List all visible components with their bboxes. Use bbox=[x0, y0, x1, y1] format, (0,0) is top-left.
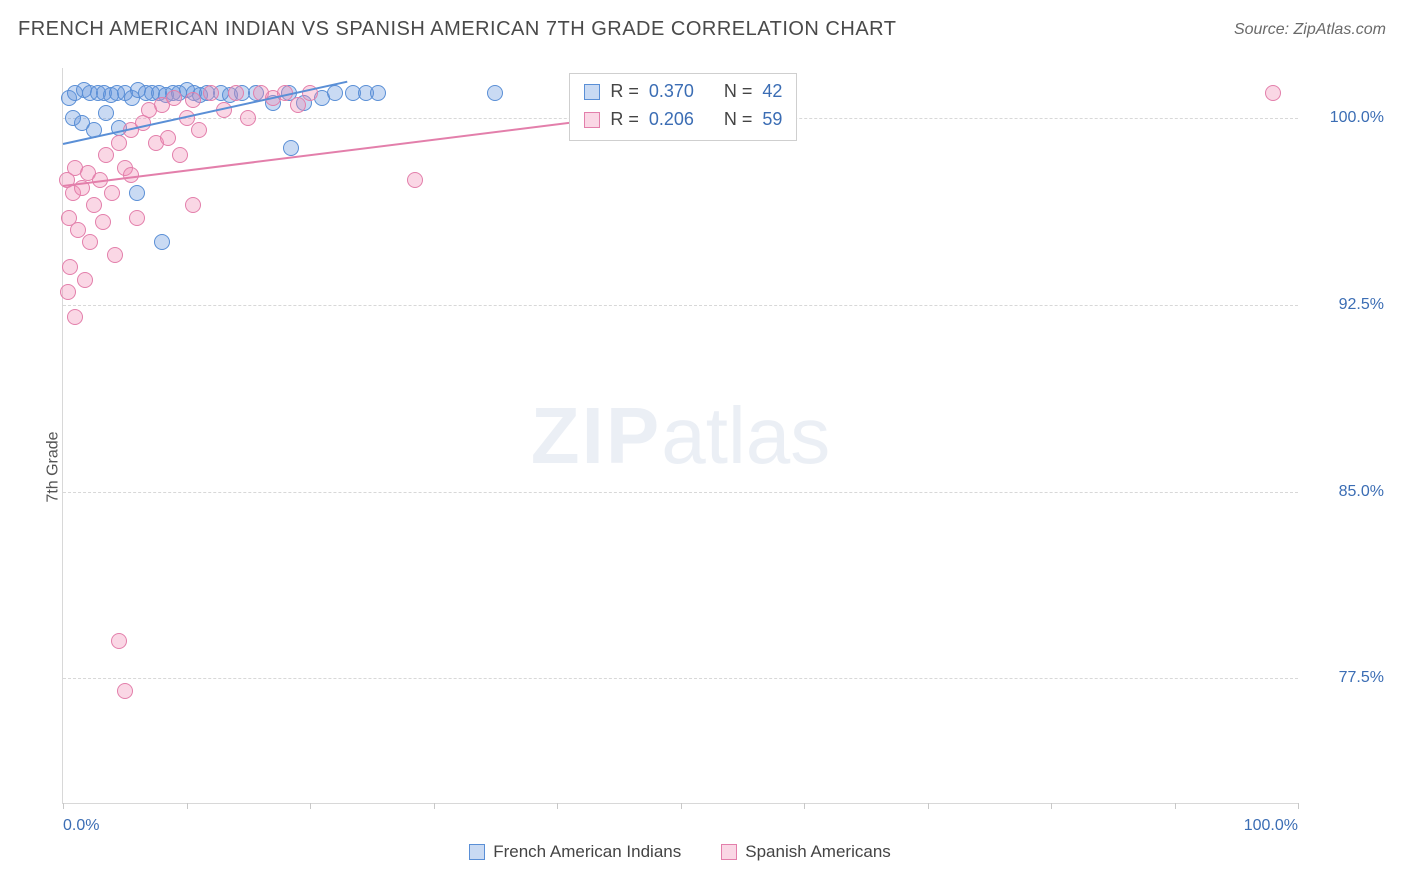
stats-row: R = 0.206 N = 59 bbox=[584, 106, 782, 134]
y-tick-label: 92.5% bbox=[1304, 296, 1384, 314]
legend-swatch-a bbox=[469, 844, 485, 860]
x-tick-label: 100.0% bbox=[1244, 817, 1298, 835]
data-point bbox=[60, 284, 76, 300]
legend: French American Indians Spanish American… bbox=[62, 842, 1298, 862]
data-point bbox=[172, 147, 188, 163]
x-tick bbox=[63, 803, 64, 809]
data-point bbox=[154, 234, 170, 250]
chart-title: FRENCH AMERICAN INDIAN VS SPANISH AMERIC… bbox=[18, 18, 896, 41]
stats-n-value: 59 bbox=[762, 109, 782, 130]
stats-r-value: 0.206 bbox=[649, 109, 694, 130]
data-point bbox=[86, 197, 102, 213]
stats-n-label: N = bbox=[724, 81, 753, 102]
data-point bbox=[370, 85, 386, 101]
watermark: ZIPatlas bbox=[531, 390, 830, 482]
gridline bbox=[63, 305, 1298, 306]
chart-source: Source: ZipAtlas.com bbox=[1234, 21, 1386, 39]
y-tick-label: 77.5% bbox=[1304, 669, 1384, 687]
data-point bbox=[111, 135, 127, 151]
data-point bbox=[82, 234, 98, 250]
x-tick bbox=[804, 803, 805, 809]
x-tick bbox=[310, 803, 311, 809]
legend-swatch-b bbox=[721, 844, 737, 860]
data-point bbox=[62, 259, 78, 275]
data-point bbox=[111, 633, 127, 649]
data-point bbox=[129, 210, 145, 226]
legend-label-b: Spanish Americans bbox=[745, 842, 891, 862]
y-tick-label: 100.0% bbox=[1304, 109, 1384, 127]
data-point bbox=[407, 172, 423, 188]
plot-region: ZIPatlas 100.0%92.5%85.0%77.5%0.0%100.0%… bbox=[62, 68, 1298, 804]
data-point bbox=[487, 85, 503, 101]
data-point bbox=[160, 130, 176, 146]
stats-swatch bbox=[584, 112, 600, 128]
data-point bbox=[107, 247, 123, 263]
data-point bbox=[185, 197, 201, 213]
gridline bbox=[63, 678, 1298, 679]
data-point bbox=[228, 85, 244, 101]
data-point bbox=[327, 85, 343, 101]
y-tick-label: 85.0% bbox=[1304, 483, 1384, 501]
data-point bbox=[117, 683, 133, 699]
y-axis-label: 7th Grade bbox=[45, 431, 63, 502]
stats-r-label: R = bbox=[610, 109, 639, 130]
legend-label-a: French American Indians bbox=[493, 842, 681, 862]
data-point bbox=[129, 185, 145, 201]
watermark-bold: ZIP bbox=[531, 391, 661, 480]
legend-item-b: Spanish Americans bbox=[721, 842, 891, 862]
x-tick bbox=[681, 803, 682, 809]
x-tick bbox=[1051, 803, 1052, 809]
stats-n-label: N = bbox=[724, 109, 753, 130]
data-point bbox=[98, 147, 114, 163]
stats-r-value: 0.370 bbox=[649, 81, 694, 102]
x-tick bbox=[928, 803, 929, 809]
chart-header: FRENCH AMERICAN INDIAN VS SPANISH AMERIC… bbox=[0, 0, 1406, 51]
data-point bbox=[98, 105, 114, 121]
watermark-rest: atlas bbox=[661, 391, 830, 480]
x-tick bbox=[1175, 803, 1176, 809]
data-point bbox=[77, 272, 93, 288]
data-point bbox=[70, 222, 86, 238]
data-point bbox=[290, 97, 306, 113]
data-point bbox=[203, 85, 219, 101]
stats-row: R = 0.370 N = 42 bbox=[584, 78, 782, 106]
x-tick-label: 0.0% bbox=[63, 817, 99, 835]
legend-item-a: French American Indians bbox=[469, 842, 681, 862]
stats-box: R = 0.370 N = 42 R = 0.206 N = 59 bbox=[569, 73, 797, 141]
data-point bbox=[283, 140, 299, 156]
stats-n-value: 42 bbox=[762, 81, 782, 102]
stats-swatch bbox=[584, 84, 600, 100]
x-tick bbox=[187, 803, 188, 809]
data-point bbox=[240, 110, 256, 126]
data-point bbox=[67, 309, 83, 325]
data-point bbox=[166, 90, 182, 106]
data-point bbox=[191, 122, 207, 138]
x-tick bbox=[434, 803, 435, 809]
x-tick bbox=[557, 803, 558, 809]
gridline bbox=[63, 492, 1298, 493]
data-point bbox=[95, 214, 111, 230]
data-point bbox=[104, 185, 120, 201]
data-point bbox=[1265, 85, 1281, 101]
chart-area: 7th Grade ZIPatlas 100.0%92.5%85.0%77.5%… bbox=[18, 60, 1388, 874]
data-point bbox=[185, 92, 201, 108]
x-tick bbox=[1298, 803, 1299, 809]
stats-r-label: R = bbox=[610, 81, 639, 102]
